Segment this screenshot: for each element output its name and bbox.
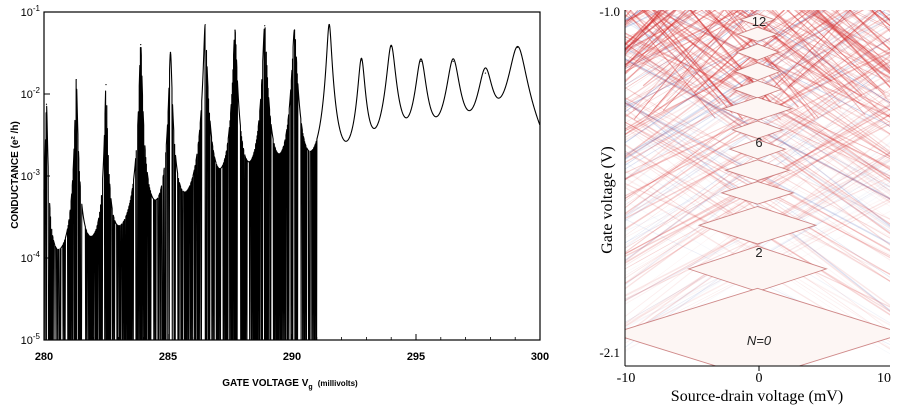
x-tick-left: -10 [617, 371, 636, 386]
y-tick-label: 10-1 [21, 4, 41, 19]
conductance-peak-8 [264, 25, 266, 27]
x-tick-label: 300 [531, 351, 549, 363]
coulomb-diamond-6 [721, 96, 794, 121]
conductance-peak-13 [420, 60, 422, 62]
coulomb-diamond-12 [687, 245, 828, 293]
right-x-axis-label: Source-drain voltage (mV) [671, 388, 843, 405]
coulomb-diamond-2 [736, 26, 779, 42]
coulomb-diamond-8 [728, 138, 787, 160]
x-tick-label: 290 [283, 351, 301, 363]
coulomb-diamond-5 [732, 80, 783, 99]
conductance-peak-1 [45, 103, 48, 105]
diamond-label-6: 6 [755, 135, 762, 150]
diamond-label-n0: N=0 [747, 333, 772, 348]
conductance-peak-6 [204, 24, 206, 26]
y-tick-label: 10-5 [21, 332, 41, 347]
conductance-peak-14 [452, 60, 454, 62]
x-tick-right: 10 [877, 371, 891, 386]
conductance-peak-10 [328, 24, 330, 26]
y-tick-top: -1.0 [599, 4, 620, 19]
right-y-axis-label: Gate voltage (V) [599, 146, 616, 254]
coulomb-diamond-3 [735, 43, 780, 61]
stability-diagram: 12 6 2 N=0 -1.0 -2.1 -10 0 10 Gate volta… [599, 4, 891, 405]
conductance-trace [43, 23, 541, 341]
x-axis-label-subscript: g [308, 384, 312, 391]
conductance-chart: 10-5 10-4 10-3 10-2 10-1 280 285 290 295 300 CON… [10, 4, 549, 391]
x-tick-label: 285 [159, 351, 177, 363]
conductance-peak-3 [105, 84, 107, 86]
conductance-peak-2 [75, 78, 77, 81]
conductance-peak-12 [390, 45, 392, 48]
conductance-peak-7 [234, 29, 236, 31]
y-tick-label: 10-3 [21, 168, 41, 183]
coulomb-diamond-11 [697, 205, 818, 245]
coulomb-diamond-7 [730, 120, 785, 139]
conductance-peak-5 [169, 51, 172, 54]
x-axis-label: GATE VOLTAGE V [222, 378, 308, 389]
conductance-peak-11 [360, 59, 363, 61]
plot-frame [43, 11, 541, 341]
x-axis-label-group: GATE VOLTAGE Vg (millivolts) [222, 378, 358, 391]
coulomb-diamond-4 [733, 62, 782, 81]
x-tick-label: 295 [407, 351, 425, 363]
y-tick-bottom: -2.1 [599, 345, 620, 360]
conductance-peak-15 [484, 72, 487, 74]
coulomb-diamond-13 [625, 287, 890, 366]
coulomb-diamond-10 [720, 181, 795, 205]
y-tick-label: 10-2 [21, 86, 41, 101]
conductance-peak-16 [517, 46, 519, 49]
coulomb-diamonds [625, 13, 890, 366]
x-tick-label: 280 [35, 351, 53, 363]
conductance-peak-4 [140, 44, 142, 46]
x-axis-ticks: 280 285 290 295 300 [35, 334, 549, 363]
coulomb-diamond-1 [738, 13, 777, 27]
y-tick-label: 10-4 [21, 250, 41, 265]
conductance-line [43, 23, 541, 341]
diamond-label-12: 12 [752, 14, 766, 29]
diamond-label-2: 2 [755, 245, 762, 260]
conductance-peak-9 [293, 29, 296, 31]
x-axis-unit: (millivolts) [318, 379, 358, 388]
y-axis-label: CONDUCTANCE (e² /h) [10, 121, 21, 229]
x-tick-center: 0 [756, 371, 763, 386]
coulomb-diamond-9 [724, 159, 791, 182]
